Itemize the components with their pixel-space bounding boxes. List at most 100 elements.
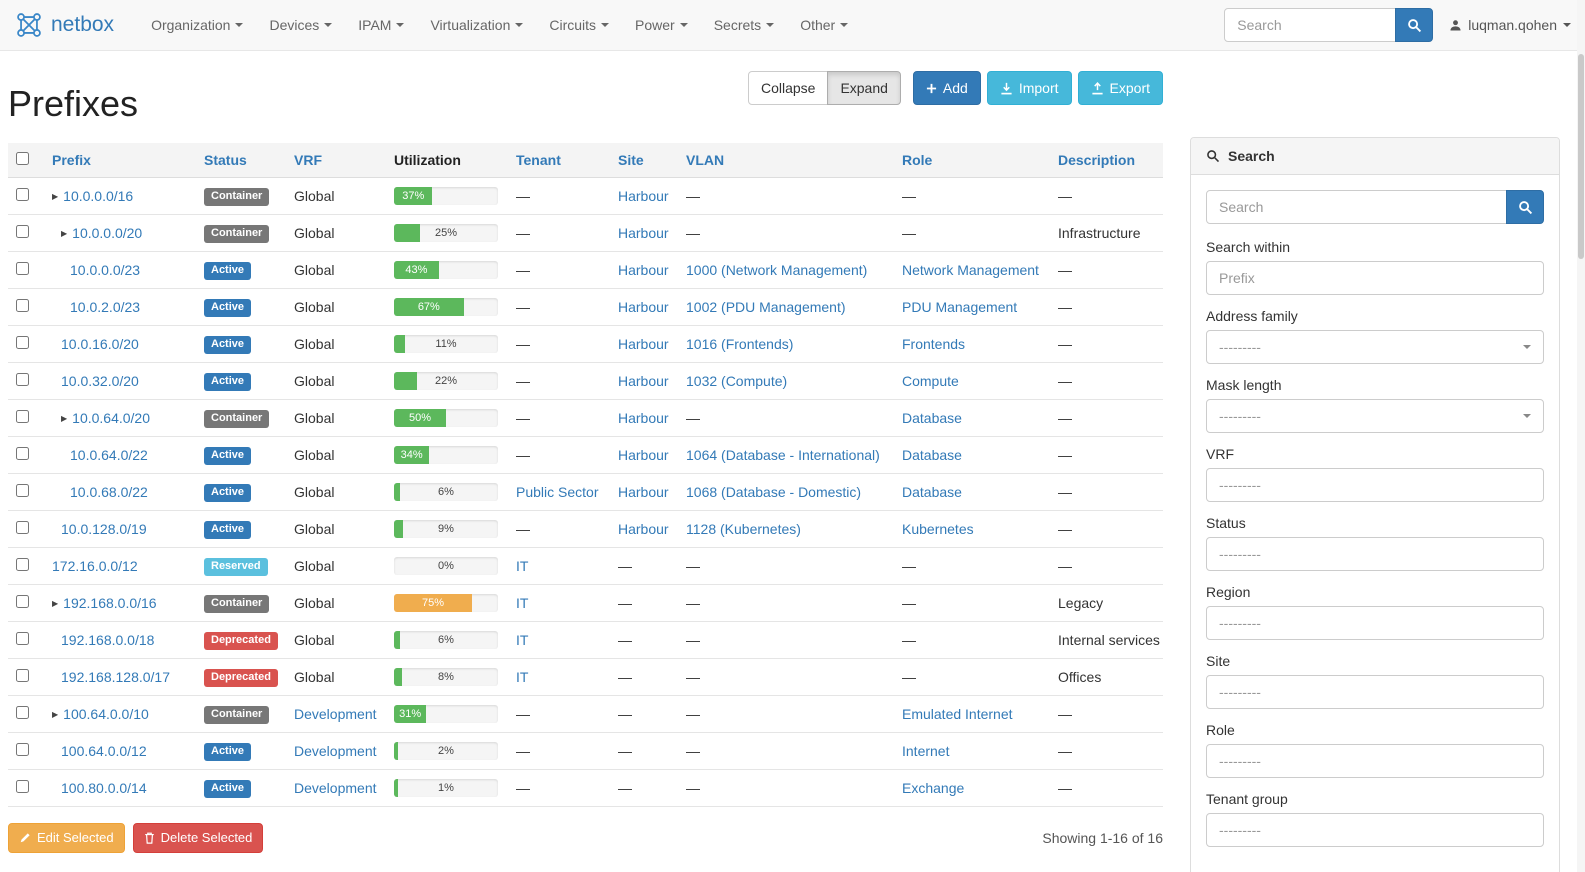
role-link[interactable]: Compute xyxy=(902,373,959,389)
role-link[interactable]: Emulated Internet xyxy=(902,706,1013,722)
site-link[interactable]: Harbour xyxy=(618,336,669,352)
vrf-link[interactable]: Development xyxy=(294,706,377,722)
global-search-button[interactable] xyxy=(1395,8,1434,42)
site-link[interactable]: Harbour xyxy=(618,447,669,463)
filter-input[interactable] xyxy=(1206,261,1544,295)
filter-input[interactable] xyxy=(1206,675,1544,709)
nav-menu-organization[interactable]: Organization xyxy=(138,2,256,48)
row-checkbox[interactable] xyxy=(16,225,29,238)
nav-menu-virtualization[interactable]: Virtualization xyxy=(417,2,536,48)
role-link[interactable]: Frontends xyxy=(902,336,966,352)
select-all-checkbox[interactable] xyxy=(16,152,29,165)
vlan-link[interactable]: 1032 (Compute) xyxy=(686,373,788,389)
row-checkbox[interactable] xyxy=(16,743,29,756)
row-checkbox[interactable] xyxy=(16,780,29,793)
prefix-link[interactable]: 192.168.0.0/16 xyxy=(63,595,157,611)
row-checkbox[interactable] xyxy=(16,299,29,312)
row-checkbox[interactable] xyxy=(16,484,29,497)
prefix-link[interactable]: 192.168.0.0/18 xyxy=(61,632,155,648)
prefix-link[interactable]: 100.64.0.0/10 xyxy=(63,706,149,722)
prefix-link[interactable]: 10.0.0.0/20 xyxy=(72,225,143,241)
nav-menu-devices[interactable]: Devices xyxy=(256,2,345,48)
column-header-vrf[interactable]: VRF xyxy=(294,152,322,168)
column-header-role[interactable]: Role xyxy=(902,152,933,168)
row-checkbox[interactable] xyxy=(16,706,29,719)
site-link[interactable]: Harbour xyxy=(618,188,669,204)
site-link[interactable]: Harbour xyxy=(618,373,669,389)
nav-menu-circuits[interactable]: Circuits xyxy=(536,2,622,48)
edit-selected-button[interactable]: Edit Selected xyxy=(8,823,125,853)
column-header-prefix[interactable]: Prefix xyxy=(52,152,91,168)
user-menu[interactable]: luqman.qohen xyxy=(1449,17,1571,33)
prefix-link[interactable]: 10.0.68.0/22 xyxy=(70,484,148,500)
column-header-tenant[interactable]: Tenant xyxy=(516,152,561,168)
expand-button[interactable]: Expand xyxy=(827,71,901,105)
sidebar-search-input[interactable] xyxy=(1206,190,1507,224)
collapse-button[interactable]: Collapse xyxy=(747,71,829,105)
role-link[interactable]: Exchange xyxy=(902,780,965,796)
prefix-link[interactable]: 100.80.0.0/14 xyxy=(61,780,147,796)
prefix-link[interactable]: 192.168.128.0/17 xyxy=(61,669,170,685)
role-link[interactable]: Database xyxy=(902,484,962,500)
row-checkbox[interactable] xyxy=(16,447,29,460)
prefix-link[interactable]: 10.0.16.0/20 xyxy=(61,336,139,352)
vrf-link[interactable]: Development xyxy=(294,780,377,796)
delete-selected-button[interactable]: Delete Selected xyxy=(132,823,264,853)
vlan-link[interactable]: 1000 (Network Management) xyxy=(686,262,868,278)
add-button[interactable]: Add xyxy=(912,71,981,105)
vlan-link[interactable]: 1068 (Database - Domestic) xyxy=(686,484,862,500)
filter-input[interactable] xyxy=(1206,468,1544,502)
global-search-input[interactable] xyxy=(1224,8,1397,42)
tenant-link[interactable]: IT xyxy=(516,632,529,648)
site-link[interactable]: Harbour xyxy=(618,410,669,426)
site-link[interactable]: Harbour xyxy=(618,299,669,315)
nav-menu-secrets[interactable]: Secrets xyxy=(701,2,787,48)
site-link[interactable]: Harbour xyxy=(618,521,669,537)
site-link[interactable]: Harbour xyxy=(618,484,669,500)
tenant-link[interactable]: IT xyxy=(516,669,529,685)
site-link[interactable]: Harbour xyxy=(618,262,669,278)
prefix-link[interactable]: 10.0.64.0/20 xyxy=(72,410,151,426)
scrollbar-thumb[interactable] xyxy=(1578,54,1584,259)
prefix-link[interactable]: 10.0.0.0/16 xyxy=(63,188,134,204)
row-checkbox[interactable] xyxy=(16,188,29,201)
nav-menu-power[interactable]: Power xyxy=(622,2,701,48)
netbox-brand[interactable]: netbox xyxy=(14,10,114,40)
site-link[interactable]: Harbour xyxy=(618,225,669,241)
row-checkbox[interactable] xyxy=(16,521,29,534)
prefix-link[interactable]: 172.16.0.0/12 xyxy=(52,558,138,574)
filter-input[interactable] xyxy=(1206,537,1544,571)
role-link[interactable]: Kubernetes xyxy=(902,521,974,537)
role-link[interactable]: Database xyxy=(902,410,962,426)
role-link[interactable]: Internet xyxy=(902,743,950,759)
column-header-site[interactable]: Site xyxy=(618,152,644,168)
column-header-vlan[interactable]: VLAN xyxy=(686,152,725,168)
filter-select[interactable]: --------- xyxy=(1206,330,1544,364)
export-button[interactable]: Export xyxy=(1077,71,1163,105)
vrf-link[interactable]: Development xyxy=(294,743,377,759)
filter-input[interactable] xyxy=(1206,744,1544,778)
row-checkbox[interactable] xyxy=(16,632,29,645)
tenant-link[interactable]: IT xyxy=(516,558,529,574)
tenant-link[interactable]: Public Sector xyxy=(516,484,599,500)
prefix-link[interactable]: 10.0.2.0/23 xyxy=(70,299,141,315)
row-checkbox[interactable] xyxy=(16,595,29,608)
filter-input[interactable] xyxy=(1206,606,1544,640)
page-scrollbar[interactable] xyxy=(1577,0,1585,872)
import-button[interactable]: Import xyxy=(986,71,1072,105)
nav-menu-other[interactable]: Other xyxy=(787,2,861,48)
column-header-status[interactable]: Status xyxy=(204,152,247,168)
filter-select[interactable]: --------- xyxy=(1206,399,1544,433)
column-header-description[interactable]: Description xyxy=(1058,152,1136,168)
prefix-link[interactable]: 10.0.0.0/23 xyxy=(70,262,141,278)
role-link[interactable]: Database xyxy=(902,447,962,463)
filter-input[interactable] xyxy=(1206,813,1544,847)
nav-menu-ipam[interactable]: IPAM xyxy=(345,2,417,48)
vlan-link[interactable]: 1002 (PDU Management) xyxy=(686,299,846,315)
row-checkbox[interactable] xyxy=(16,336,29,349)
row-checkbox[interactable] xyxy=(16,262,29,275)
role-link[interactable]: Network Management xyxy=(902,262,1039,278)
tenant-link[interactable]: IT xyxy=(516,595,529,611)
row-checkbox[interactable] xyxy=(16,373,29,386)
vlan-link[interactable]: 1016 (Frontends) xyxy=(686,336,794,352)
